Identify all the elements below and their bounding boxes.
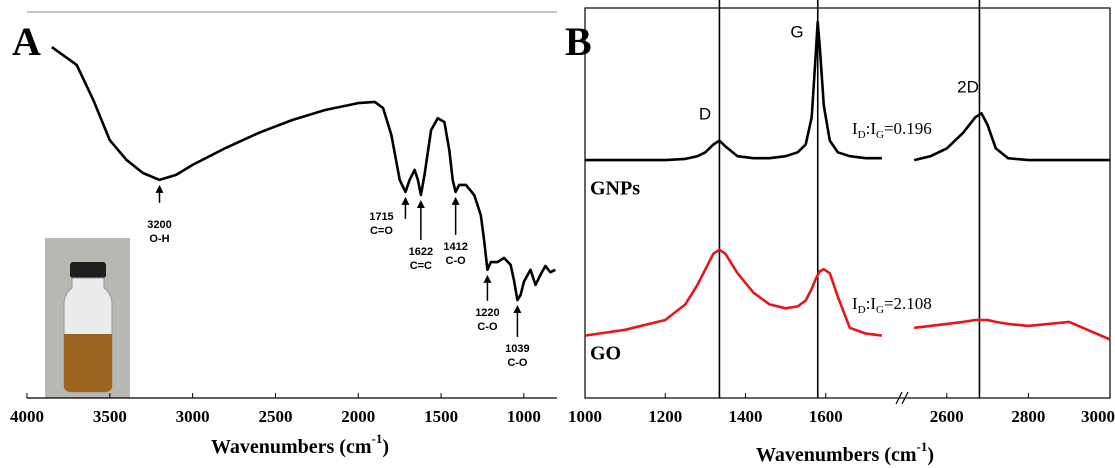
x-tick-label: 1600 <box>809 407 843 426</box>
ratio-part: I <box>852 294 858 313</box>
ratio-part: D <box>858 304 866 316</box>
ratio-part: D <box>858 129 866 141</box>
intensity-ratio: ID:IG=0.196 <box>852 119 932 141</box>
ratio-part: =0.196 <box>884 119 932 138</box>
intensity-ratio: ID:IG=2.108 <box>852 294 932 316</box>
x-tick-label: 1200 <box>648 407 682 426</box>
x-axis-title-part: ) <box>927 444 934 466</box>
peak-label: G <box>790 22 803 41</box>
series-label: GO <box>590 343 621 365</box>
x-axis-title-part: ) <box>382 436 389 458</box>
annotation-wavenumber: 3200 <box>147 219 171 231</box>
x-tick-label: 2600 <box>930 407 964 426</box>
peak-label: 2D <box>957 77 979 96</box>
spectrum-line <box>585 20 1110 162</box>
x-tick-label: 4000 <box>10 407 44 426</box>
x-tick-label: 2000 <box>341 407 375 426</box>
x-tick-label: 1000 <box>568 407 602 426</box>
spectrum-line <box>584 248 1111 341</box>
annotation-arrowhead <box>416 199 425 208</box>
annotation-bond: C-O <box>507 357 528 369</box>
annotation-bond: C=O <box>370 225 393 237</box>
annotation-wavenumber: 1039 <box>505 343 529 355</box>
annotation-bond: C-O <box>477 321 498 333</box>
peak-label: D <box>699 104 711 123</box>
annotation-bond: O-H <box>149 233 169 245</box>
annotation-arrowhead <box>483 274 492 283</box>
spectrum-line <box>51 46 556 302</box>
frame <box>584 7 1111 399</box>
x-axis-title-part: -1 <box>917 439 928 454</box>
annotation-bond: C=C <box>410 260 432 272</box>
x-tick-label: 3500 <box>93 407 127 426</box>
inset-photo <box>45 238 130 398</box>
x-axis-title: Wavenumbers (cm-1) <box>211 431 389 458</box>
x-axis-title-part: Wavenumbers (cm <box>211 436 372 458</box>
annotation-arrowhead <box>401 196 410 205</box>
x-tick-label: 2800 <box>1011 407 1045 426</box>
x-tick-label: 1400 <box>729 407 763 426</box>
annotation-arrowhead <box>451 196 460 205</box>
annotation-arrowhead <box>513 304 522 313</box>
ratio-part: =2.108 <box>884 294 932 313</box>
ratio-part: G <box>876 304 884 316</box>
ratio-part: :I <box>866 294 877 313</box>
x-axis-title: Wavenumbers (cm-1) <box>756 439 934 466</box>
x-axis-title-part: -1 <box>372 431 383 446</box>
annotation-arrowhead <box>155 184 164 193</box>
ratio-part: G <box>876 129 884 141</box>
annotation-wavenumber: 1715 <box>369 211 393 223</box>
panel-letter: A <box>12 19 41 64</box>
x-axis-title-part: Wavenumbers (cm <box>756 444 917 466</box>
x-tick-label: 1500 <box>424 407 458 426</box>
x-tick-label: 1000 <box>507 407 541 426</box>
panel-letter: B <box>565 19 592 64</box>
annotation-bond: C-O <box>446 255 467 267</box>
x-tick-label: 3000 <box>1081 407 1115 426</box>
annotation-wavenumber: 1622 <box>409 246 433 258</box>
x-tick-label: 3000 <box>176 407 210 426</box>
ratio-part: I <box>852 119 858 138</box>
annotation-wavenumber: 1220 <box>475 307 499 319</box>
x-tick-label: 2500 <box>258 407 292 426</box>
ratio-part: :I <box>866 119 877 138</box>
series-label: GNPs <box>590 178 640 200</box>
annotation-wavenumber: 1412 <box>443 241 467 253</box>
